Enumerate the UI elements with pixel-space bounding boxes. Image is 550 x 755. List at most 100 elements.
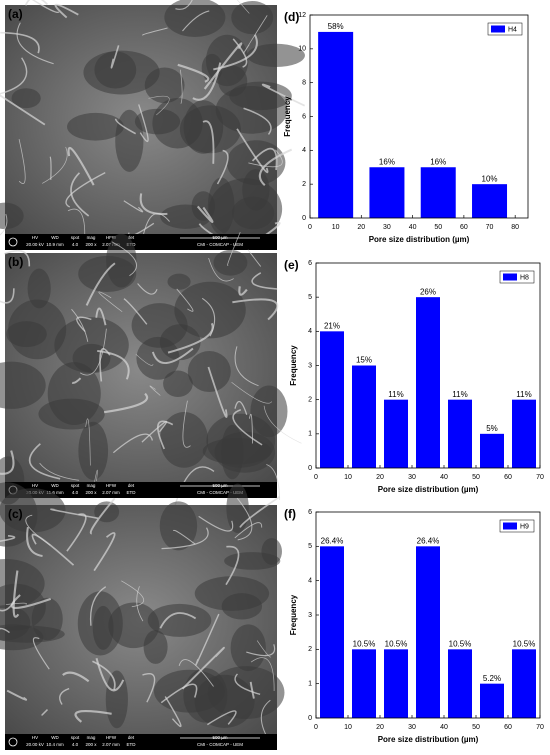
wall [0,627,10,634]
pore [94,51,137,89]
pore [152,97,203,149]
wall [39,462,80,481]
x-tick-label: 70 [536,724,544,731]
wall [238,286,248,296]
y-tick-label: 0 [308,465,312,472]
bar-annotation: 21% [324,321,340,330]
wall [239,495,281,528]
wall [42,146,68,184]
legend-label: H4 [508,26,517,33]
info-header: WD [51,735,59,740]
legend-swatch [491,25,505,33]
y-tick-label: 5 [308,543,312,550]
wall [232,408,263,446]
wall [93,532,116,572]
wall [97,349,130,380]
info-value: 4.0 [72,242,79,247]
x-tick-label: 60 [460,224,468,231]
wall [62,671,90,683]
bar-annotation: 16% [379,157,395,166]
pore [144,67,185,104]
wall [0,94,46,126]
pore [115,109,144,172]
y-tick-label: 6 [308,260,312,267]
info-header: HFW [106,235,117,240]
bar-annotation: 10.5% [449,639,472,648]
wall [247,249,262,267]
info-header: spot [71,483,80,488]
wall [0,535,16,542]
info-value: 20.00 kV [26,742,44,747]
wall [234,673,261,696]
wall [207,366,228,418]
wall [138,104,149,143]
x-tick-label: 70 [536,474,544,481]
pore [226,140,286,186]
x-tick-label: 0 [314,474,318,481]
wall [243,15,268,54]
x-tick-label: 50 [472,474,480,481]
pore [167,273,191,290]
wall [232,298,279,321]
wall [114,118,137,135]
bar [320,546,344,718]
wall [225,545,240,586]
wall [157,420,174,450]
wall [123,200,144,213]
wall [32,637,50,670]
wall [31,0,60,14]
bar [384,399,408,468]
bar-annotation: 11% [388,390,403,399]
wall [266,464,281,501]
legend-label: H9 [520,523,529,530]
wall [182,10,210,32]
wall [149,385,161,396]
y-tick-label: 3 [308,612,312,619]
bar [420,167,456,218]
x-tick-label: 80 [511,224,519,231]
pore [174,281,246,339]
wall [243,107,272,135]
x-tick-label: 50 [434,224,442,231]
x-tick-label: 20 [376,724,384,731]
wall [16,22,54,65]
wall [181,646,225,690]
pore [231,0,274,35]
wall [12,570,20,618]
y-axis-label: Frequency [289,594,298,635]
info-value: ETD [127,742,137,747]
pore [78,421,109,480]
pore [67,112,124,141]
wall [103,392,148,414]
wall [236,128,269,174]
wall [236,497,253,541]
x-tick-label: 10 [344,474,352,481]
wall [66,513,87,552]
bar-annotation: 10.5% [513,639,536,648]
scale-label: 500 µm [212,735,227,740]
wall [112,433,153,454]
bar-annotation: 26.4% [321,536,344,545]
bar [318,31,354,218]
y-tick-label: 6 [302,113,306,120]
wall [256,640,271,658]
info-header: HFW [106,735,117,740]
bar [369,167,405,218]
wall [164,696,182,727]
wall [121,580,144,608]
wall [142,27,168,36]
panel-label: (b) [8,255,23,269]
lab-label: CMI - COMCAP - UEM [197,742,243,747]
y-axis-label: Frequency [289,345,298,386]
wall [177,63,210,83]
y-tick-label: 3 [308,362,312,369]
x-axis-label: Pore size distribution (µm) [378,735,479,744]
wall [251,147,278,171]
wall [198,515,234,532]
wall [160,683,198,704]
bar [416,546,440,718]
x-tick-label: 10 [332,224,340,231]
wall [3,249,31,267]
info-value: 2.07 mm [102,742,120,747]
bar-annotation: 5% [486,424,498,433]
